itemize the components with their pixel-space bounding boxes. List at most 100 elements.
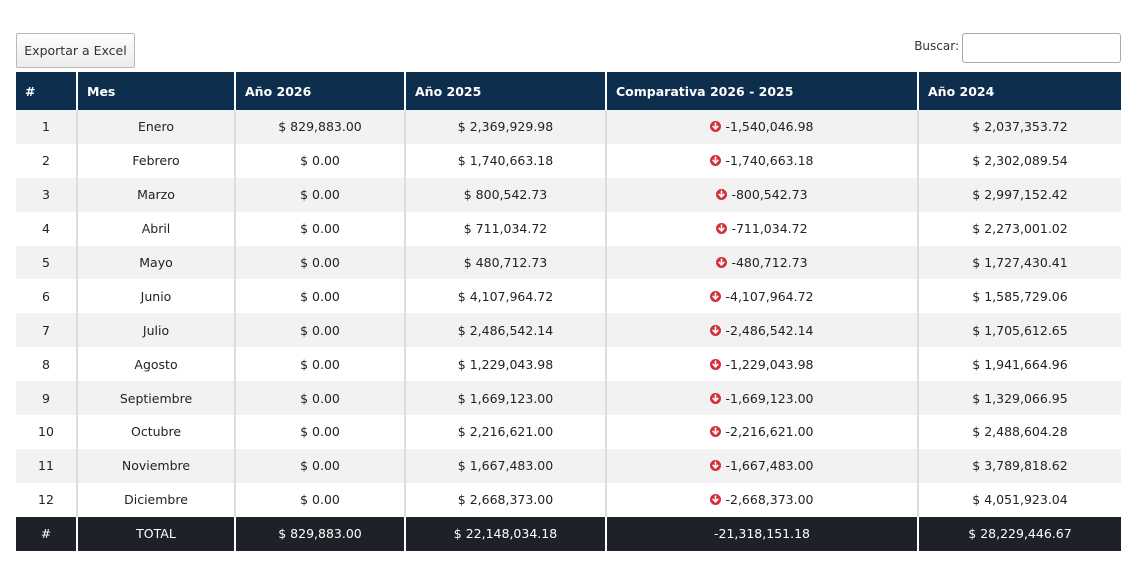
row-comparativa: -4,107,964.72 <box>605 279 918 314</box>
arrow-down-circle-icon <box>710 324 722 336</box>
total-2026: $ 829,883.00 <box>234 516 405 551</box>
row-month: Abril <box>76 211 235 246</box>
row-month: Diciembre <box>76 482 235 517</box>
arrow-down-circle-icon <box>716 189 728 201</box>
row-2025: $ 1,667,483.00 <box>404 448 606 483</box>
row-comparativa: -1,669,123.00 <box>605 381 918 416</box>
row-2024: $ 2,997,152.42 <box>917 177 1121 212</box>
row-2024: $ 2,037,353.72 <box>917 110 1121 144</box>
table-header-row: # Mes Año 2026 Año 2025 Comparativa 2026… <box>16 72 1121 110</box>
row-month: Septiembre <box>76 381 235 416</box>
row-comparativa: -800,542.73 <box>605 177 918 212</box>
row-comparativa: -1,229,043.98 <box>605 347 918 382</box>
row-comparativa: -1,740,663.18 <box>605 143 918 178</box>
row-comparativa-value: -2,486,542.14 <box>725 322 814 338</box>
row-comparativa: -1,540,046.98 <box>605 110 918 144</box>
row-2024: $ 1,727,430.41 <box>917 245 1121 280</box>
row-comparativa-value: -4,107,964.72 <box>725 288 814 304</box>
row-comparativa-value: -480,712.73 <box>731 255 808 270</box>
row-2024: $ 2,488,604.28 <box>917 415 1121 449</box>
total-2025: $ 22,148,034.18 <box>404 516 606 551</box>
column-header-2026[interactable]: Año 2026 <box>234 72 405 110</box>
arrow-down-circle-icon <box>716 257 728 268</box>
table-row: 7 Julio $ 0.00 $ 2,486,542.14 -2,486,542.14 $… <box>16 313 1121 348</box>
row-2026: $ 0.00 <box>234 245 405 280</box>
row-2026: $ 0.00 <box>234 415 405 449</box>
row-num: 8 <box>16 347 77 382</box>
row-2025: $ 711,034.72 <box>404 211 606 246</box>
row-comparativa: -2,216,621.00 <box>605 415 918 449</box>
export-excel-button[interactable]: Exportar a Excel <box>16 33 135 68</box>
row-comparativa: -1,667,483.00 <box>605 448 918 483</box>
row-2025: $ 800,542.73 <box>404 177 606 212</box>
arrow-down-circle-icon <box>710 460 722 472</box>
table-row: 10 Octubre $ 0.00 $ 2,216,621.00 -2,216,621.… <box>16 415 1121 449</box>
row-2024: $ 1,941,664.96 <box>917 347 1121 382</box>
arrow-down-circle-icon <box>710 290 722 302</box>
row-2026: $ 0.00 <box>234 313 405 348</box>
row-2024: $ 4,051,923.04 <box>917 482 1121 517</box>
column-header-2025[interactable]: Año 2025 <box>404 72 606 110</box>
row-num: 11 <box>16 448 77 483</box>
table-row: 1 Enero $ 829,883.00 $ 2,369,929.98 -1,540,0… <box>16 110 1121 144</box>
row-month: Enero <box>76 110 235 144</box>
arrow-down-circle-icon <box>710 121 722 133</box>
row-month: Mayo <box>76 245 235 280</box>
row-comparativa-value: -1,667,483.00 <box>725 458 814 474</box>
row-num: 2 <box>16 143 77 178</box>
column-header-2024[interactable]: Año 2024 <box>917 72 1121 110</box>
row-month: Agosto <box>76 347 235 382</box>
row-comparativa: -480,712.73 <box>605 245 918 280</box>
row-2024: $ 2,302,089.54 <box>917 143 1121 178</box>
row-2025: $ 1,669,123.00 <box>404 381 606 416</box>
row-2026: $ 0.00 <box>234 448 405 483</box>
row-2024: $ 1,585,729.06 <box>917 279 1121 314</box>
row-comparativa-value: -1,540,046.98 <box>725 119 814 135</box>
row-2025: $ 1,740,663.18 <box>404 143 606 178</box>
table-row: 4 Abril $ 0.00 $ 711,034.72 -711,034.72 $ 2,2… <box>16 211 1121 246</box>
row-month: Noviembre <box>76 448 235 483</box>
row-2026: $ 0.00 <box>234 347 405 382</box>
total-comparativa: -21,318,151.18 <box>605 516 918 551</box>
arrow-down-circle-icon <box>710 392 722 404</box>
row-comparativa-value: -800,542.73 <box>731 187 808 203</box>
row-comparativa-value: -2,668,373.00 <box>725 492 814 508</box>
arrow-down-circle-icon <box>710 426 722 438</box>
row-2025: $ 1,229,043.98 <box>404 347 606 382</box>
row-month: Junio <box>76 279 235 314</box>
search-label: Buscar: <box>914 39 959 53</box>
row-2024: $ 1,705,612.65 <box>917 313 1121 348</box>
row-comparativa-value: -1,740,663.18 <box>725 153 814 169</box>
row-comparativa-value: -711,034.72 <box>731 221 808 237</box>
table-row: 5 Mayo $ 0.00 $ 480,712.73 -480,712.73 $ 1,72… <box>16 245 1121 280</box>
row-comparativa: -2,486,542.14 <box>605 313 918 348</box>
row-2026: $ 0.00 <box>234 279 405 314</box>
search-input[interactable] <box>962 33 1121 63</box>
column-header-mes[interactable]: Mes <box>76 72 235 110</box>
table-row: 8 Agosto $ 0.00 $ 1,229,043.98 -1,229,043.98… <box>16 347 1121 382</box>
row-num: 4 <box>16 211 77 246</box>
row-num: 9 <box>16 381 77 416</box>
arrow-down-circle-icon <box>710 155 722 167</box>
column-header-comparativa[interactable]: Comparativa 2026 - 2025 <box>605 72 918 110</box>
row-comparativa-value: -1,669,123.00 <box>725 390 814 406</box>
table-body: 1 Enero $ 829,883.00 $ 2,369,929.98 -1,540,0… <box>16 110 1121 517</box>
arrow-down-circle-icon <box>710 358 722 370</box>
arrow-down-circle-icon <box>716 223 728 235</box>
table-row: 12 Diciembre $ 0.00 $ 2,668,373.00 -2,668,37… <box>16 482 1121 517</box>
table-row: 6 Junio $ 0.00 $ 4,107,964.72 -4,107,964.72 $… <box>16 279 1121 314</box>
row-2025: $ 4,107,964.72 <box>404 279 606 314</box>
row-num: 3 <box>16 177 77 212</box>
row-2024: $ 3,789,818.62 <box>917 448 1121 483</box>
row-num: 7 <box>16 313 77 348</box>
row-2025: $ 480,712.73 <box>404 245 606 280</box>
row-2026: $ 0.00 <box>234 482 405 517</box>
row-2026: $ 0.00 <box>234 143 405 178</box>
row-num: 12 <box>16 482 77 517</box>
total-num: # <box>16 516 77 551</box>
row-2026: $ 0.00 <box>234 211 405 246</box>
row-num: 6 <box>16 279 77 314</box>
row-2024: $ 2,273,001.02 <box>917 211 1121 246</box>
column-header-num[interactable]: # <box>16 72 77 110</box>
